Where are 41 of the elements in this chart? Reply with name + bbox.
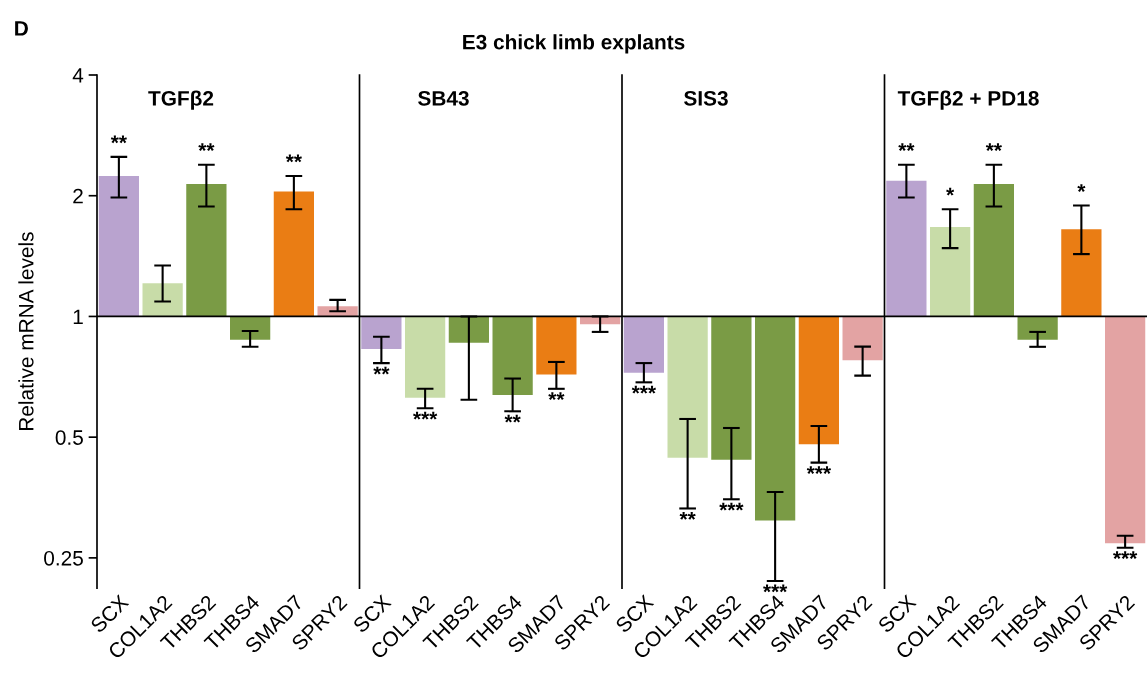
y-tick-label: 2 xyxy=(73,188,83,204)
bar xyxy=(1017,316,1058,340)
annotation: ** xyxy=(373,366,390,375)
annotation: ** xyxy=(548,392,565,401)
bar xyxy=(1105,316,1146,544)
annotation: *** xyxy=(1113,551,1138,560)
text: SB43 xyxy=(418,90,469,106)
annotation: ** xyxy=(985,143,1002,152)
bar xyxy=(142,283,183,317)
bar xyxy=(317,306,358,317)
annotation: ** xyxy=(110,135,127,144)
text: E3 chick limb explants xyxy=(463,34,685,54)
text: TGFβ2 xyxy=(148,90,214,110)
bar xyxy=(1061,229,1102,317)
bar xyxy=(273,191,314,317)
annotation: ** xyxy=(285,154,302,163)
bar xyxy=(886,180,927,317)
y-tick-label: 4 xyxy=(72,68,84,83)
annotation: *** xyxy=(413,411,438,420)
annotation: *** xyxy=(631,385,657,394)
y-axis-title: Relative mRNA levels xyxy=(18,232,34,431)
annotation: * xyxy=(946,187,955,196)
text: SIS3 xyxy=(684,90,728,106)
y-tick-label: 0.5 xyxy=(55,430,83,445)
y-tick-label: 0.25 xyxy=(44,550,83,566)
bar xyxy=(930,227,971,317)
text: TGFβ2 + PD18 xyxy=(897,90,1039,110)
bar xyxy=(186,183,227,317)
y-tick-label: 1 xyxy=(73,309,83,324)
bar xyxy=(98,175,139,317)
annotation: *** xyxy=(806,466,832,474)
annotation: ** xyxy=(679,512,696,520)
annotation: * xyxy=(1077,184,1086,192)
annotation: *** xyxy=(719,502,744,511)
annotation: ** xyxy=(504,414,521,423)
annotation: *** xyxy=(763,584,788,593)
annotation: ** xyxy=(898,143,915,152)
annotation: ** xyxy=(198,143,215,152)
bar xyxy=(230,316,271,340)
text: D xyxy=(15,21,28,36)
bar xyxy=(973,183,1014,317)
